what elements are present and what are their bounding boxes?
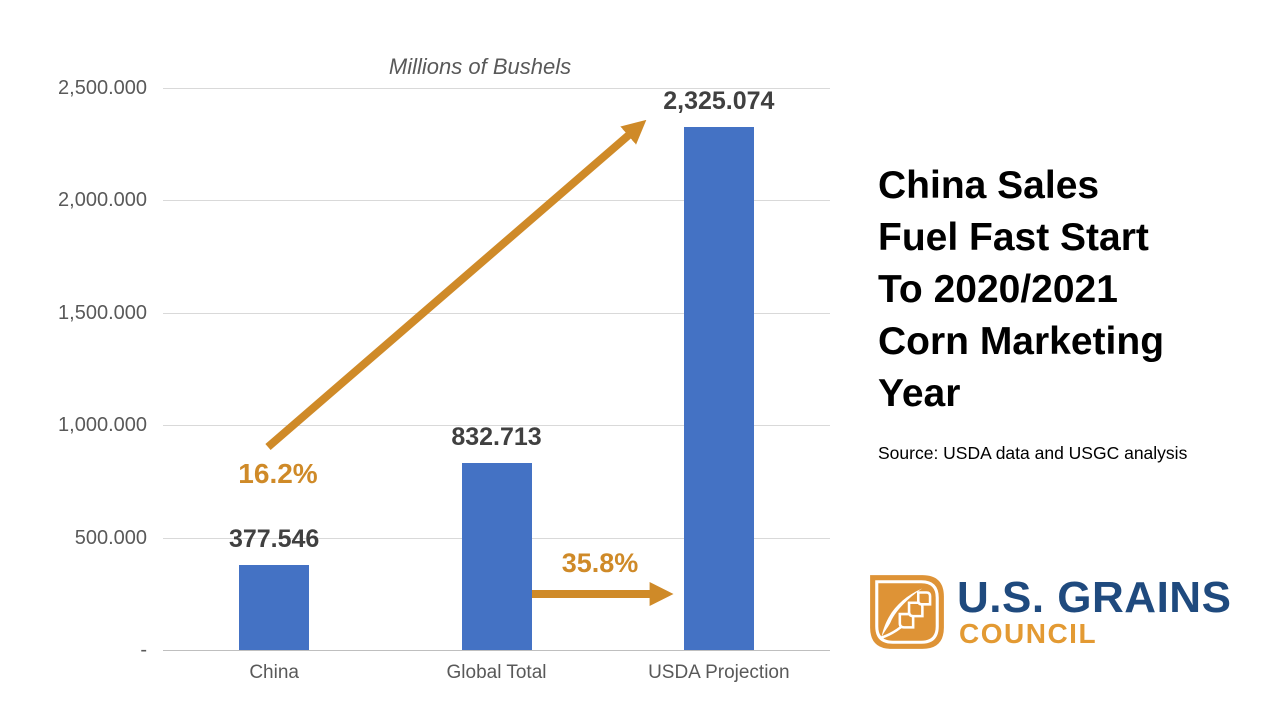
x-tick-label-china: China (249, 662, 299, 683)
slide-title: China Sales Fuel Fast Start To 2020/2021 Co… (878, 160, 1258, 420)
value-label-global-total: 832.713 (451, 422, 542, 451)
gridline-2500 (163, 88, 830, 89)
pct-growth-china: 16.2% (238, 458, 318, 489)
grain-leaf-icon (870, 575, 944, 649)
bar-global-total (461, 462, 532, 650)
value-label-china: 377.546 (228, 525, 320, 554)
pct-growth-global: 35.8% (561, 548, 639, 578)
x-tick-label-global-total: Global Total (446, 662, 547, 683)
y-tick-label: 1,000.000 (58, 414, 147, 437)
y-tick-label: 2,000.000 (58, 189, 147, 212)
chart-title: Millions of Bushels (388, 54, 572, 79)
gridline-0 (163, 650, 830, 651)
bar-china (239, 565, 310, 650)
slide-title-line: Fuel Fast Start (878, 216, 1149, 259)
x-tick-label-usda-projection: USDA Projection (648, 662, 790, 683)
slide-title-line: To 2020/2021 (878, 268, 1118, 311)
side-panel: China Sales Fuel Fast Start To 2020/2021 Co… (870, 0, 1270, 720)
slide-title-line: Corn Marketing (878, 320, 1165, 363)
y-tick-label: 2,500.000 (58, 77, 147, 99)
y-tick-label: 500.000 (74, 526, 147, 549)
logo-org-subname: COUNCIL (959, 618, 1098, 649)
bar-chart: Millions of Bushels - 500.000 1,000.000 1,5… (58, 54, 830, 683)
value-label-usda-projection: 2,325.074 (663, 87, 775, 116)
source-note: Source: USDA data and USGC analysis (878, 443, 1188, 463)
slide-title-line: China Sales (878, 164, 1100, 207)
logo-org-name: U.S. GRAINS (957, 573, 1232, 622)
slide-title-line: Year (878, 372, 961, 415)
growth-arrow-diagonal (265, 119, 647, 451)
y-tick-label: 1,500.000 (58, 301, 147, 324)
y-tick-label: - (140, 639, 147, 661)
bar-usda-projection (683, 127, 754, 650)
usgc-logo: U.S. GRAINS COUNCIL (866, 571, 1266, 661)
